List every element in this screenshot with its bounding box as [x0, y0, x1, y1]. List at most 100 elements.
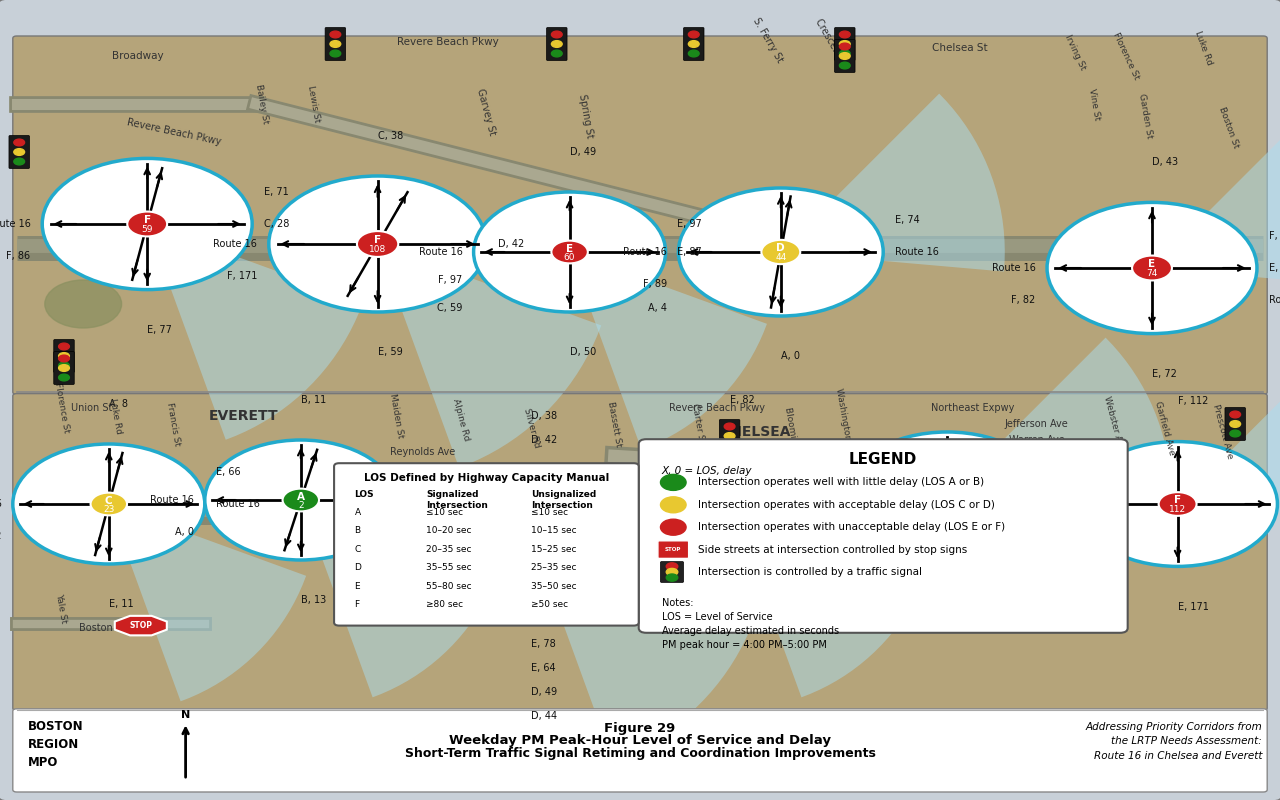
Circle shape	[330, 41, 340, 47]
Text: 55–80 sec: 55–80 sec	[426, 582, 472, 590]
Circle shape	[1078, 442, 1277, 566]
FancyBboxPatch shape	[658, 541, 689, 558]
Text: E, 87: E, 87	[677, 247, 701, 257]
Text: E, 64: E, 64	[531, 663, 556, 674]
Text: Evelyn Rd: Evelyn Rd	[398, 463, 447, 473]
FancyBboxPatch shape	[325, 27, 346, 61]
Circle shape	[59, 365, 69, 371]
Text: E, 11: E, 11	[109, 599, 133, 609]
Text: E: E	[527, 527, 535, 537]
Text: A, 9: A, 9	[837, 463, 856, 473]
Text: Northeast Expwy: Northeast Expwy	[931, 403, 1015, 413]
Text: E, 106: E, 106	[1268, 263, 1280, 273]
Circle shape	[928, 484, 966, 508]
Polygon shape	[378, 244, 602, 468]
Text: D, 51: D, 51	[1061, 459, 1088, 469]
Text: Notes:
LOS = Level of Service
Average delay estimated in seconds
PM peak hour = : Notes: LOS = Level of Service Average de…	[662, 598, 838, 650]
Polygon shape	[570, 252, 767, 450]
Text: Florence St: Florence St	[52, 382, 70, 434]
FancyBboxPatch shape	[54, 339, 74, 373]
Circle shape	[474, 192, 666, 312]
Polygon shape	[531, 536, 755, 760]
Polygon shape	[947, 338, 1171, 515]
Text: E: E	[355, 582, 360, 590]
Text: ≥50 sec: ≥50 sec	[531, 600, 568, 609]
Text: 59: 59	[142, 225, 152, 234]
Text: F: F	[143, 215, 151, 226]
Text: E, 74: E, 74	[895, 215, 919, 225]
Text: Vine St: Vine St	[1087, 87, 1102, 121]
Text: Intersection operates with acceptable delay (LOS C or D): Intersection operates with acceptable de…	[698, 500, 995, 510]
Text: Warren Ave: Warren Ave	[1009, 435, 1065, 445]
Text: Route 16: Route 16	[837, 495, 881, 505]
Text: A, 0: A, 0	[174, 527, 193, 537]
Text: Boston St: Boston St	[1217, 106, 1240, 150]
Text: Boston St: Boston St	[79, 623, 125, 633]
Circle shape	[14, 149, 24, 155]
Text: E, 56: E, 56	[652, 499, 677, 509]
Circle shape	[660, 519, 686, 535]
Text: Revere Beach Pkwy: Revere Beach Pkwy	[669, 403, 765, 413]
FancyBboxPatch shape	[639, 439, 1128, 633]
Text: BOSTON
REGION
MPO: BOSTON REGION MPO	[28, 720, 83, 769]
Text: ≥80 sec: ≥80 sec	[426, 600, 463, 609]
Text: LEGEND: LEGEND	[849, 452, 918, 467]
Text: E, 59: E, 59	[378, 347, 402, 358]
Text: D, 54: D, 54	[806, 547, 833, 557]
Text: Summit Ave: Summit Ave	[1007, 451, 1066, 461]
Text: A: A	[355, 508, 361, 517]
Text: Unsignalized
Intersection: Unsignalized Intersection	[531, 490, 596, 510]
Circle shape	[59, 374, 69, 381]
Circle shape	[689, 50, 699, 57]
Text: C, 38: C, 38	[378, 130, 403, 141]
Text: Crescent St: Crescent St	[814, 17, 850, 71]
Text: 60: 60	[564, 253, 575, 262]
FancyBboxPatch shape	[13, 709, 1267, 792]
Text: 20–35 sec: 20–35 sec	[426, 545, 472, 554]
FancyBboxPatch shape	[719, 419, 740, 453]
Text: Bassett St: Bassett St	[605, 401, 623, 447]
Circle shape	[724, 423, 735, 430]
Text: Route 16: Route 16	[1061, 523, 1105, 533]
Circle shape	[712, 489, 748, 511]
Text: C: C	[105, 495, 113, 506]
FancyBboxPatch shape	[54, 351, 74, 385]
Circle shape	[1230, 430, 1240, 437]
Text: D, 46: D, 46	[947, 619, 973, 629]
Circle shape	[1132, 255, 1172, 281]
Circle shape	[724, 442, 735, 449]
Text: EVERETT: EVERETT	[209, 409, 278, 423]
Text: D, 43: D, 43	[1152, 157, 1178, 167]
Text: E, 171: E, 171	[1178, 602, 1208, 611]
Text: Lewis St: Lewis St	[306, 85, 321, 123]
Text: E, 77: E, 77	[147, 325, 172, 335]
Polygon shape	[115, 616, 166, 635]
Circle shape	[552, 241, 588, 263]
Circle shape	[127, 211, 168, 237]
Circle shape	[840, 41, 850, 47]
Text: Webster Ave: Webster Ave	[1102, 395, 1125, 453]
Circle shape	[13, 444, 205, 564]
Text: Route 16: Route 16	[0, 219, 31, 229]
Text: Route 16: Route 16	[1268, 295, 1280, 305]
Text: 2: 2	[298, 501, 303, 510]
Text: 66: 66	[942, 497, 952, 506]
Text: Weekday PM Peak-Hour Level of Service and Delay: Weekday PM Peak-Hour Level of Service an…	[449, 734, 831, 746]
Text: A, 0: A, 0	[781, 351, 800, 361]
Text: Intersection operates with unacceptable delay (LOS E or F): Intersection operates with unacceptable …	[698, 522, 1005, 532]
Circle shape	[422, 468, 640, 604]
Text: Luke Rd: Luke Rd	[108, 398, 123, 434]
Circle shape	[1230, 411, 1240, 418]
Text: F, 86: F, 86	[652, 531, 676, 541]
Text: STOP: STOP	[666, 547, 681, 552]
Text: 15–25 sec: 15–25 sec	[531, 545, 577, 554]
Polygon shape	[1152, 106, 1280, 288]
Text: Florence St: Florence St	[1111, 31, 1142, 81]
Text: C, 28: C, 28	[264, 219, 289, 229]
Text: F, 89: F, 89	[643, 279, 667, 289]
Circle shape	[840, 53, 850, 59]
Circle shape	[1158, 492, 1197, 516]
Text: Route 16: Route 16	[579, 495, 622, 505]
Text: D, 42: D, 42	[531, 434, 558, 445]
Text: D, 49: D, 49	[570, 147, 595, 157]
